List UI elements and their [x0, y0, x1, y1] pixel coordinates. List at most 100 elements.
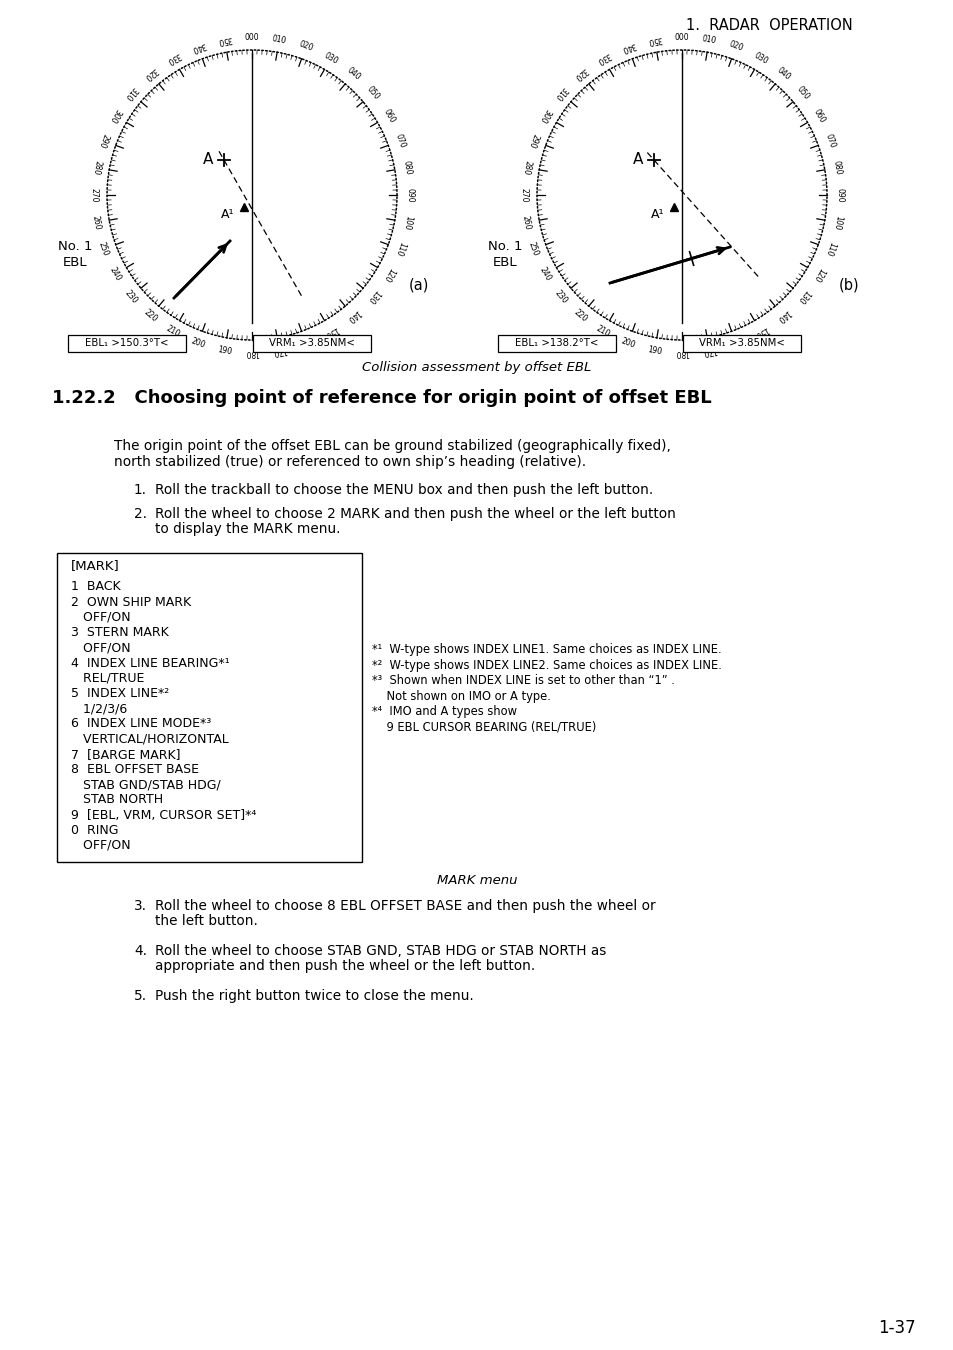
Text: 290: 290	[526, 132, 539, 150]
Text: 190: 190	[646, 344, 661, 356]
Text: Roll the wheel to choose 2 MARK and then push the wheel or the left button: Roll the wheel to choose 2 MARK and then…	[154, 508, 675, 521]
Text: 350: 350	[646, 34, 661, 45]
Text: 030: 030	[322, 50, 339, 66]
Text: 200: 200	[190, 336, 206, 350]
Text: 230: 230	[123, 288, 139, 305]
Text: EBL: EBL	[492, 256, 517, 270]
Text: 150: 150	[752, 324, 769, 339]
Text: 320: 320	[142, 66, 159, 82]
Bar	[682, 335, 801, 351]
Text: 250: 250	[526, 240, 539, 258]
Text: 1-37: 1-37	[878, 1319, 915, 1336]
Text: 300: 300	[108, 108, 123, 124]
Text: 020: 020	[297, 39, 314, 53]
Text: 280: 280	[520, 159, 532, 176]
Text: 110: 110	[394, 240, 407, 258]
Text: No. 1: No. 1	[487, 240, 521, 254]
Text: STAB GND/STAB HDG/: STAB GND/STAB HDG/	[71, 778, 220, 791]
Text: 5  INDEX LINE*²: 5 INDEX LINE*²	[71, 687, 169, 699]
Text: REL/TRUE: REL/TRUE	[71, 672, 144, 684]
Text: 210: 210	[164, 324, 181, 339]
Text: 180: 180	[674, 348, 688, 358]
Text: A¹: A¹	[651, 208, 664, 220]
Bar	[68, 335, 186, 351]
Text: No. 1: No. 1	[58, 240, 92, 254]
Text: 060: 060	[381, 108, 395, 124]
Text: EBL₁ >138.2°T<: EBL₁ >138.2°T<	[515, 338, 598, 348]
Text: 3.: 3.	[133, 899, 147, 913]
Text: OFF/ON: OFF/ON	[71, 612, 131, 624]
Text: 040: 040	[774, 66, 791, 82]
Text: 060: 060	[810, 108, 825, 124]
Bar	[57, 554, 361, 863]
Text: 310: 310	[123, 85, 139, 101]
Text: 4  INDEX LINE BEARING*¹: 4 INDEX LINE BEARING*¹	[71, 656, 230, 670]
Text: 8  EBL OFFSET BASE: 8 EBL OFFSET BASE	[71, 763, 199, 776]
Text: 000: 000	[674, 32, 689, 42]
Text: 160: 160	[727, 336, 743, 350]
Text: Push the right button twice to close the menu.: Push the right button twice to close the…	[154, 990, 474, 1003]
Text: *³  Shown when INDEX LINE is set to other than “1” .: *³ Shown when INDEX LINE is set to other…	[372, 675, 674, 687]
Text: 090: 090	[835, 188, 843, 202]
Text: 340: 340	[618, 39, 636, 53]
Text: Roll the wheel to choose STAB GND, STAB HDG or STAB NORTH as: Roll the wheel to choose STAB GND, STAB …	[154, 944, 606, 958]
Text: the left button.: the left button.	[154, 914, 257, 927]
Text: 7  [BARGE MARK]: 7 [BARGE MARK]	[71, 748, 180, 760]
Text: A¹: A¹	[221, 208, 234, 220]
Text: north stabilized (true) or referenced to own ship’s heading (relative).: north stabilized (true) or referenced to…	[113, 455, 585, 468]
Text: 240: 240	[537, 266, 552, 282]
Text: Roll the wheel to choose 8 EBL OFFSET BASE and then push the wheel or: Roll the wheel to choose 8 EBL OFFSET BA…	[154, 899, 655, 913]
Text: 300: 300	[537, 108, 552, 124]
Text: 1  BACK: 1 BACK	[71, 580, 120, 594]
Text: VRM₁ >3.85NM<: VRM₁ >3.85NM<	[269, 338, 355, 348]
Text: 320: 320	[572, 66, 588, 82]
Text: 260: 260	[91, 215, 102, 231]
Text: 5.: 5.	[133, 990, 147, 1003]
Text: 080: 080	[831, 159, 842, 176]
Text: 190: 190	[216, 344, 233, 356]
Text: *⁴  IMO and A types show: *⁴ IMO and A types show	[372, 706, 517, 718]
Text: 150: 150	[322, 324, 339, 339]
Text: 0  RING: 0 RING	[71, 824, 118, 837]
Text: 230: 230	[553, 288, 569, 305]
Text: 6  INDEX LINE MODE*³: 6 INDEX LINE MODE*³	[71, 717, 211, 730]
Text: 3  STERN MARK: 3 STERN MARK	[71, 626, 169, 639]
Text: 070: 070	[394, 132, 407, 150]
Text: 4.: 4.	[133, 944, 147, 958]
Text: 330: 330	[594, 50, 611, 66]
Text: 130: 130	[794, 288, 810, 305]
Text: appropriate and then push the wheel or the left button.: appropriate and then push the wheel or t…	[154, 958, 535, 973]
Text: 120: 120	[381, 266, 395, 282]
Text: A: A	[203, 151, 213, 166]
Text: 050: 050	[364, 85, 381, 103]
Text: 1.  RADAR  OPERATION: 1. RADAR OPERATION	[685, 18, 852, 32]
Text: 250: 250	[96, 240, 111, 258]
Text: 130: 130	[365, 288, 381, 305]
Text: MARK menu: MARK menu	[436, 873, 517, 887]
Text: 020: 020	[727, 39, 743, 53]
Text: 1.: 1.	[133, 483, 147, 497]
Text: 070: 070	[822, 132, 837, 150]
Text: OFF/ON: OFF/ON	[71, 641, 131, 655]
Text: 310: 310	[553, 85, 569, 101]
Text: 1/2/3/6: 1/2/3/6	[71, 702, 127, 716]
Text: 210: 210	[594, 324, 611, 339]
Text: 2  OWN SHIP MARK: 2 OWN SHIP MARK	[71, 595, 191, 609]
Text: 140: 140	[774, 308, 791, 324]
Text: 9 EBL CURSOR BEARING (REL/TRUE): 9 EBL CURSOR BEARING (REL/TRUE)	[372, 721, 596, 734]
Text: 200: 200	[618, 336, 636, 350]
Text: 220: 220	[572, 308, 588, 324]
Text: Not shown on IMO or A type.: Not shown on IMO or A type.	[372, 690, 550, 703]
Bar	[497, 335, 616, 351]
Text: 270: 270	[90, 188, 98, 202]
Text: 000: 000	[244, 32, 259, 42]
Text: 100: 100	[401, 215, 413, 231]
Text: [MARK]: [MARK]	[71, 559, 120, 572]
Text: 350: 350	[216, 34, 233, 45]
Text: 220: 220	[142, 308, 158, 324]
Text: 260: 260	[520, 215, 532, 231]
Text: 050: 050	[794, 85, 810, 103]
Text: STAB NORTH: STAB NORTH	[71, 794, 163, 806]
Text: 110: 110	[823, 240, 837, 258]
Text: 240: 240	[108, 266, 123, 282]
